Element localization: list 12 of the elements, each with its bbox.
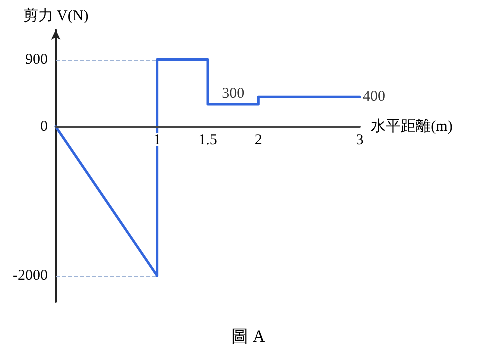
x-tick-label: 1.5 — [198, 132, 218, 148]
x-axis-title: 水平距離(m) — [371, 118, 453, 135]
x-tick-label: 2 — [254, 132, 262, 148]
x-tick-label: 3 — [356, 132, 364, 148]
annotation: 400 — [363, 89, 386, 106]
y-tick-label: 900 — [26, 52, 48, 68]
y-tick-label: -2000 — [13, 268, 48, 284]
y-axis-title: 剪力 V(N) — [23, 8, 89, 24]
y-tick-label: 0 — [40, 118, 48, 135]
annotation: 300 — [222, 86, 245, 102]
line-series — [54, 58, 362, 278]
text: 圖 A — [232, 327, 266, 346]
